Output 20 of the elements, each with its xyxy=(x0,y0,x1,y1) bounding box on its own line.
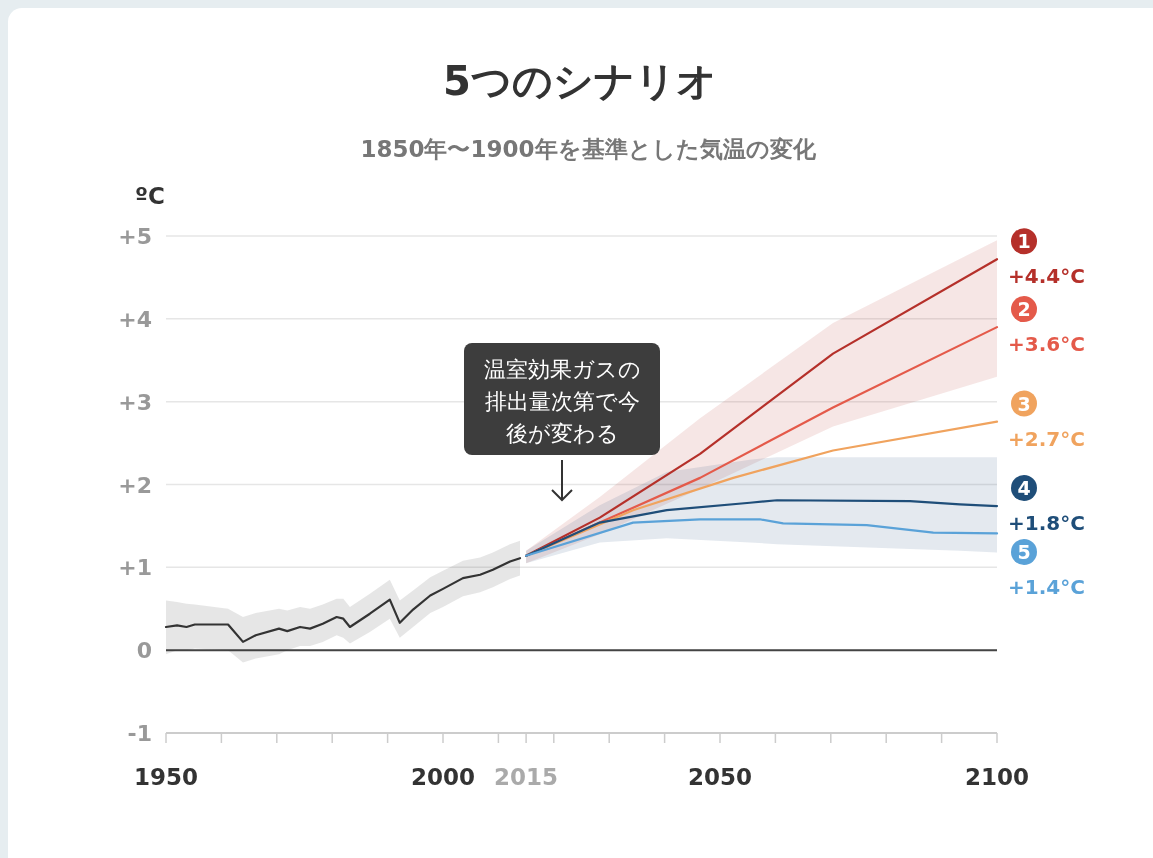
x-tick-label: 2050 xyxy=(687,764,753,790)
y-axis-title: ºC xyxy=(135,183,165,209)
x-tick-label: 2000 xyxy=(410,764,476,790)
x-tick-label: 2015 xyxy=(494,764,559,790)
annotation: 温室効果ガスの排出量次第で今後が変わる xyxy=(483,357,641,446)
line-series xyxy=(164,557,522,643)
line-series xyxy=(525,518,999,557)
y-tick-label: +4 xyxy=(118,306,152,332)
y-tick-label: +2 xyxy=(118,472,152,498)
y-tick-label: -1 xyxy=(127,721,152,746)
y-tick-label: +1 xyxy=(118,555,152,581)
x-tick-label: 1950 xyxy=(133,764,199,790)
chart-subtitle: 1850年〜1900年を基準とした気温の変化 xyxy=(360,136,817,162)
line-series xyxy=(525,499,999,557)
y-tick-label: +3 xyxy=(118,389,152,415)
callout: 温室効果ガスの排出量次第で今後が変わる xyxy=(464,343,660,502)
y-tick-label: 0 xyxy=(136,638,152,664)
y-tick-label: +5 xyxy=(118,224,152,249)
x-tick-label: 2100 xyxy=(964,764,1030,790)
chart-title: 5つのシナリオ xyxy=(443,58,717,104)
